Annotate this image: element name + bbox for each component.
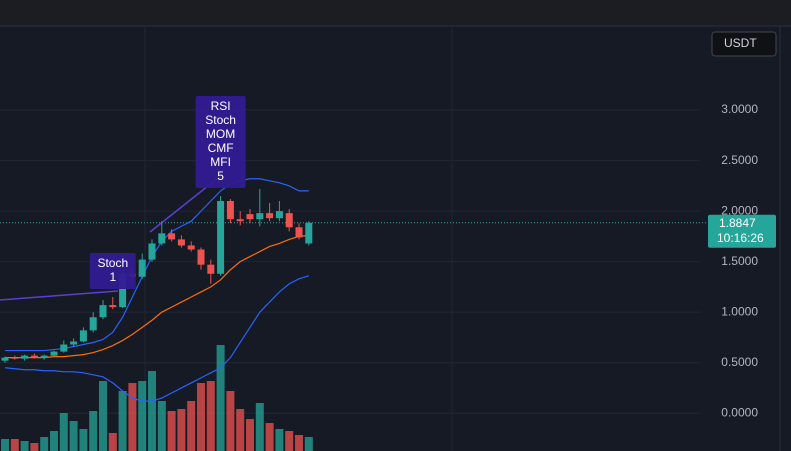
candle-body xyxy=(70,341,78,345)
volume-bar xyxy=(99,381,107,451)
volume-bar xyxy=(138,381,147,451)
currency: USDT xyxy=(724,36,757,50)
volume-bar xyxy=(157,401,166,451)
candle-body xyxy=(236,219,244,222)
y-tick-label: 0.0000 xyxy=(721,405,758,419)
candle-body xyxy=(60,344,68,352)
volume-bar xyxy=(275,429,284,451)
annotation-box xyxy=(195,95,246,188)
volume-bar xyxy=(255,403,264,451)
annotation-text: MFI xyxy=(210,155,231,169)
candle-body xyxy=(89,317,97,331)
candle-body xyxy=(285,213,293,228)
volume-bar xyxy=(79,429,88,451)
candle-body xyxy=(305,222,313,244)
price-label-box xyxy=(708,214,776,248)
y-tick-label: 0.5000 xyxy=(721,355,758,369)
band-line xyxy=(5,234,309,359)
candle-body xyxy=(30,355,38,358)
y-tick-label: 1.0000 xyxy=(721,304,758,318)
candles xyxy=(1,188,313,363)
volume-bar xyxy=(50,431,58,451)
y-tick-label: 1.5000 xyxy=(721,254,758,268)
volume-bar xyxy=(226,391,235,451)
candle-body xyxy=(138,259,146,277)
candle-body xyxy=(207,264,215,274)
volume-bar xyxy=(187,401,196,451)
candle-body xyxy=(1,357,9,361)
volume-bar xyxy=(197,383,205,451)
indicator-line xyxy=(0,290,119,301)
annotation-text: CMF xyxy=(208,141,234,155)
volume xyxy=(1,345,313,451)
candle-body xyxy=(256,213,264,220)
candle-body xyxy=(50,351,58,356)
volume-bar xyxy=(246,419,254,451)
y-tick-label: 2.0000 xyxy=(721,203,758,217)
volume-bar xyxy=(1,439,9,451)
candle-body xyxy=(40,355,48,358)
volume-bar xyxy=(177,409,186,451)
last-price: 1.8847 xyxy=(719,216,756,230)
candle-body xyxy=(177,239,185,246)
candle-body xyxy=(21,355,29,359)
volume-bar xyxy=(69,421,78,451)
volume-bar xyxy=(285,431,294,451)
volume-bar xyxy=(108,433,117,451)
candle-body xyxy=(79,330,87,342)
annotation-text: 5 xyxy=(217,169,224,183)
volume-bar xyxy=(118,391,127,451)
volume-bar xyxy=(304,437,313,451)
y-tick-label: 3.0000 xyxy=(721,102,758,116)
candle-body xyxy=(109,305,117,308)
currency-box[interactable] xyxy=(711,31,777,57)
annotation-text: Stoch xyxy=(97,256,128,270)
volume-bar xyxy=(167,411,176,451)
annotation-text: Stoch xyxy=(205,113,236,127)
candle-body xyxy=(11,357,19,359)
candle-body xyxy=(99,305,107,318)
annotation-text: RSI xyxy=(211,99,231,113)
candle-body xyxy=(266,213,274,219)
volume-bar xyxy=(40,437,49,451)
candle-body xyxy=(246,214,254,220)
volume-bar xyxy=(128,383,137,451)
top-bar xyxy=(0,0,791,26)
volume-bar xyxy=(10,439,19,451)
candle-body xyxy=(295,227,303,238)
volume-bar xyxy=(295,435,303,451)
candle-body xyxy=(187,245,195,250)
candle-body xyxy=(275,211,283,219)
candle-body xyxy=(217,201,225,274)
volume-bar xyxy=(59,413,68,451)
candle-body xyxy=(168,233,176,240)
candle-body xyxy=(197,249,205,265)
countdown: 10:16:26 xyxy=(717,231,764,245)
annotation-text: 1 xyxy=(109,270,116,284)
bands xyxy=(4,178,309,402)
band-line xyxy=(5,178,309,352)
y-tick-label: 2.5000 xyxy=(721,153,758,167)
candle-body xyxy=(226,201,234,220)
price-axis: 0.0000 0.5000 1.0000 1.5000 2.0000 2.5000 3.00… xyxy=(708,102,776,419)
band-line xyxy=(4,275,309,402)
candle-body xyxy=(158,233,166,244)
volume-bar xyxy=(236,409,245,451)
volume-bar xyxy=(148,371,156,451)
grid xyxy=(0,109,708,414)
volume-bar xyxy=(30,443,39,451)
volume-bar xyxy=(265,423,274,451)
annotation-box xyxy=(89,253,136,290)
candle-body xyxy=(148,243,156,260)
volume-bar xyxy=(20,441,29,451)
volume-bar xyxy=(216,345,225,451)
candle-body xyxy=(119,273,127,308)
volume-bar xyxy=(206,381,215,451)
volume-bar xyxy=(89,411,98,451)
annotation-text: MOM xyxy=(206,127,235,141)
